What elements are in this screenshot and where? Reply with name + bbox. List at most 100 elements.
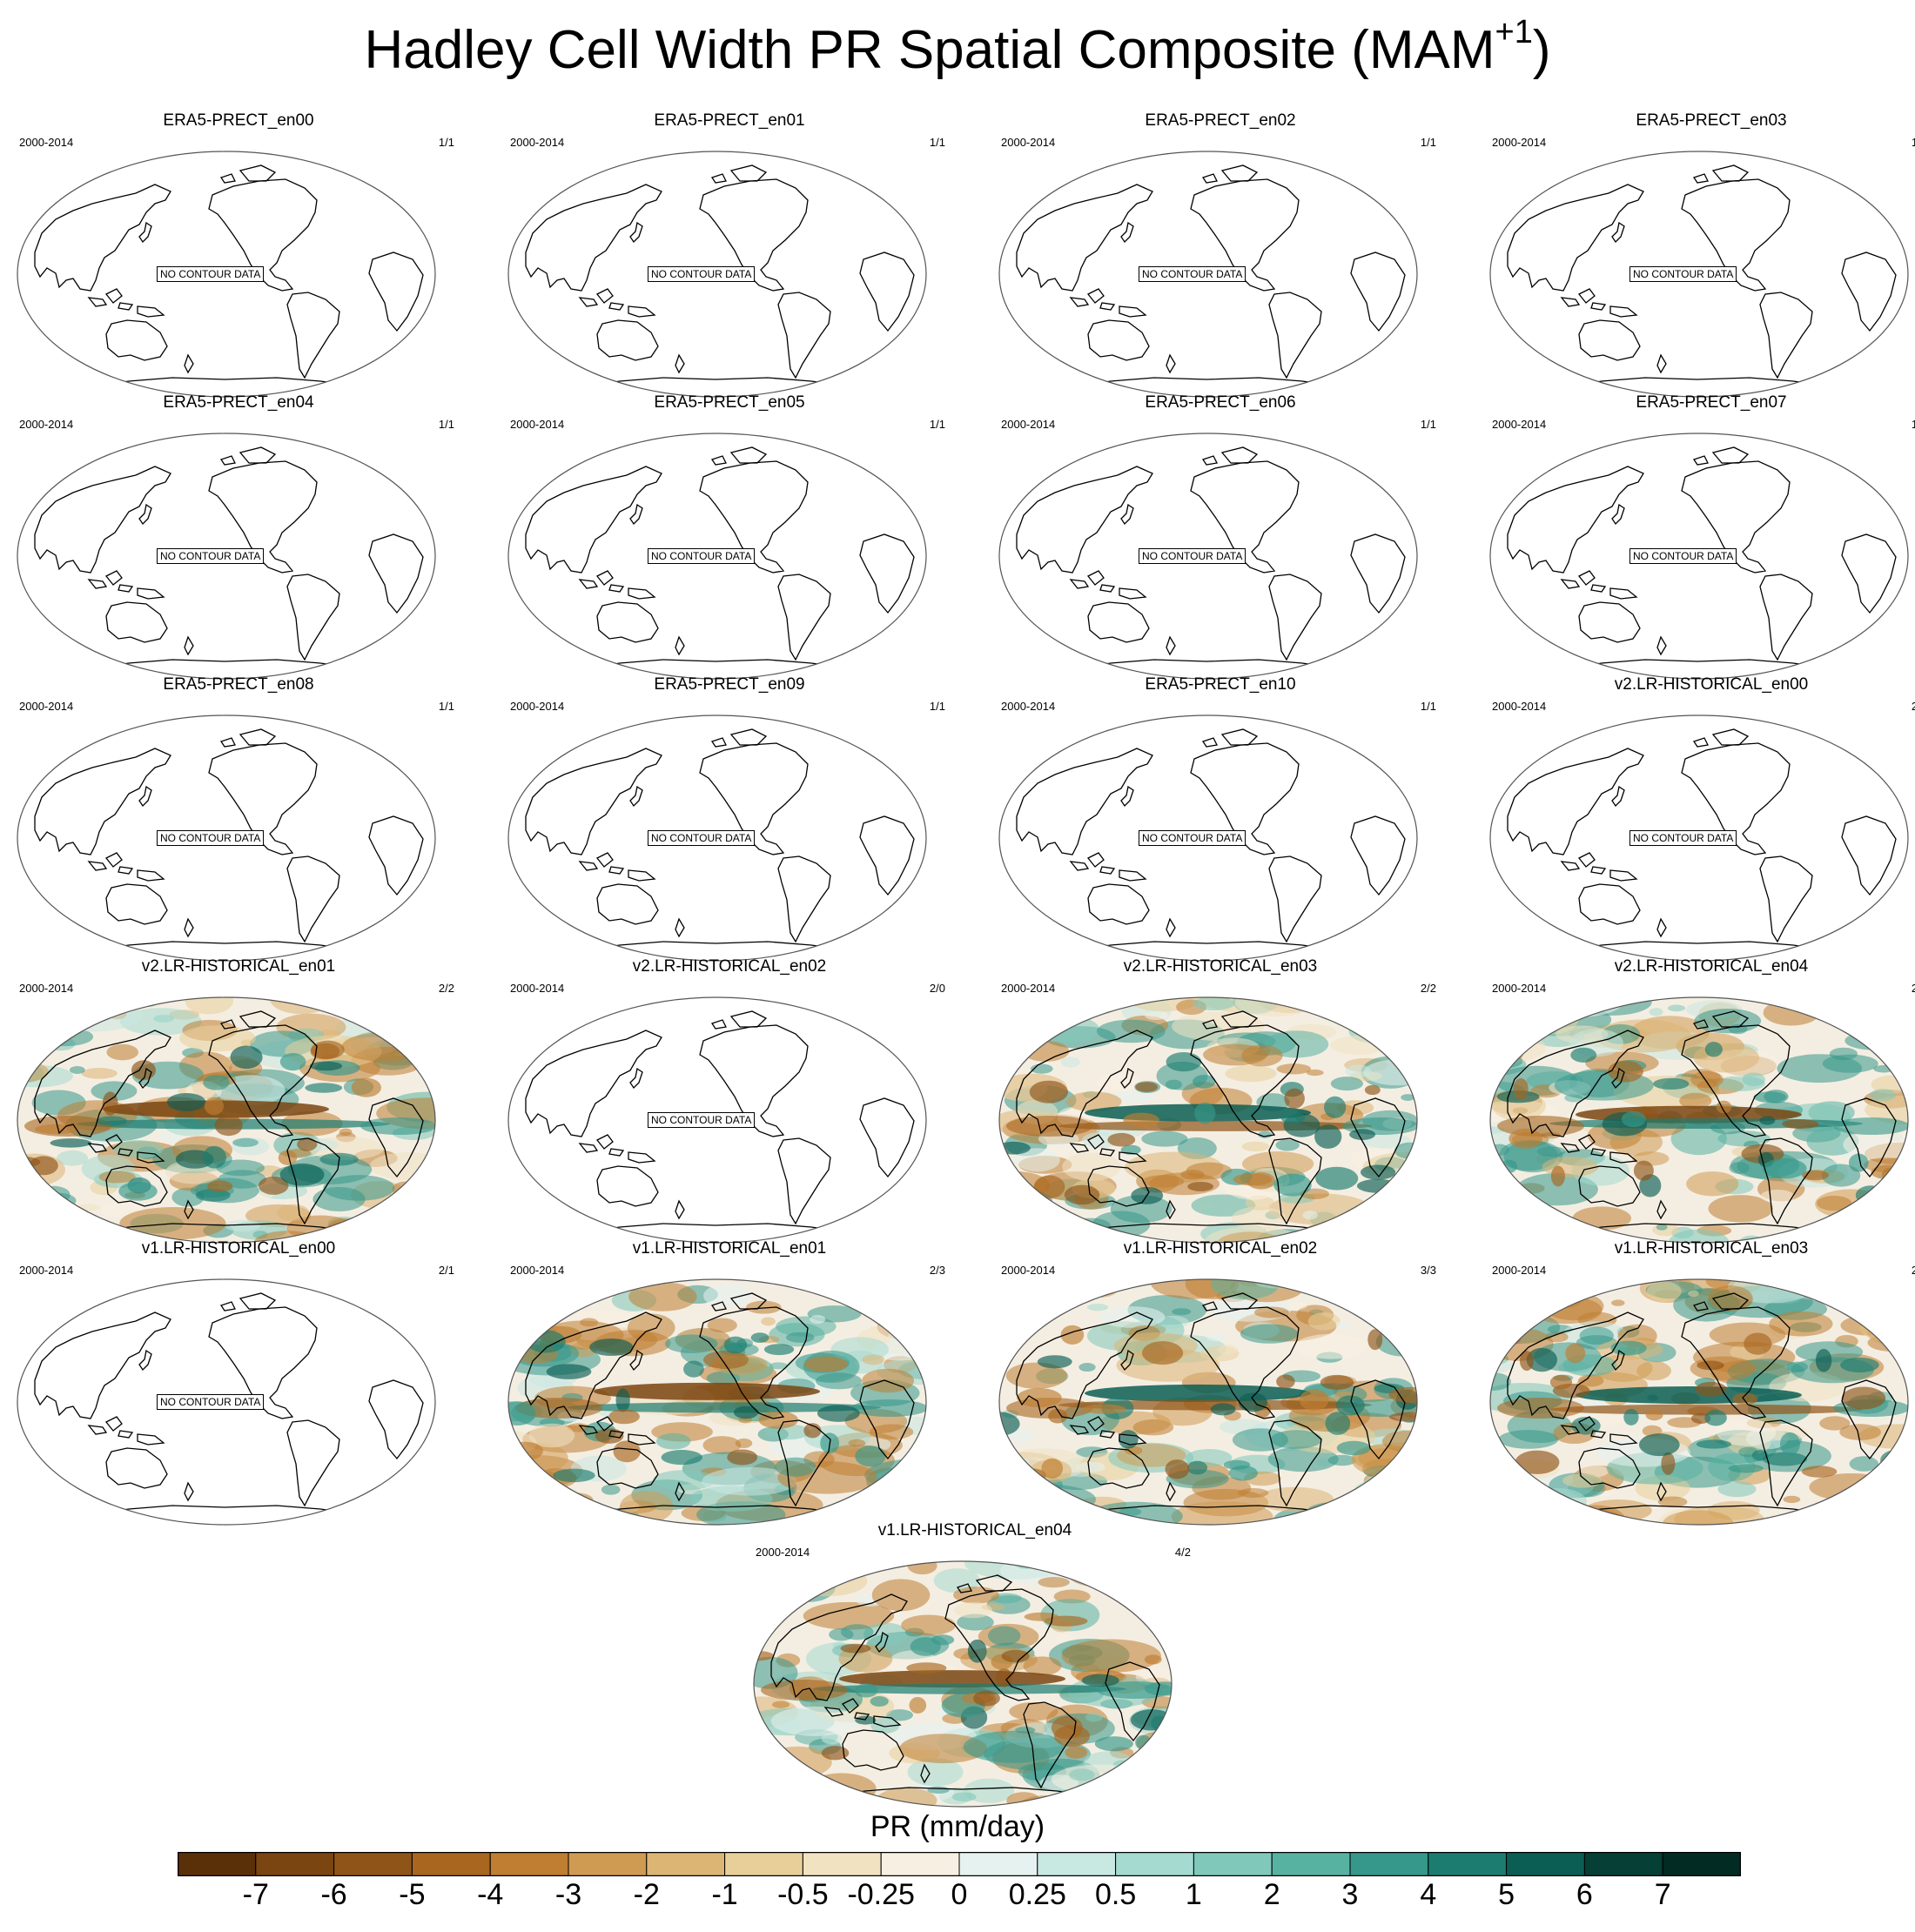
panel-title: ERA5-PRECT_en00 <box>163 111 314 130</box>
panel-years: 2000-2014 <box>1492 1264 1547 1277</box>
colorbar-tick-label: 4 <box>1420 1882 1437 1911</box>
panel-years: 2000-2014 <box>1001 418 1056 431</box>
map-panel: v2.LR-HISTORICAL_en01 2000-2014 2/2 <box>3 957 474 1244</box>
panel-years: 2000-2014 <box>1492 700 1547 713</box>
panel-title: ERA5-PRECT_en06 <box>1145 393 1296 412</box>
map-border <box>17 714 436 962</box>
colorbar-bin <box>1115 1852 1194 1876</box>
world-map <box>507 714 927 962</box>
panel-title: v1.LR-HISTORICAL_en04 <box>877 1521 1072 1540</box>
no-contour-label: NO CONTOUR DATA <box>1139 548 1246 564</box>
panel-count: 2/1 <box>1911 700 1915 713</box>
precip-anomaly-field <box>754 1561 1172 1807</box>
colorbar-bin <box>1428 1852 1508 1876</box>
colorbar-tick-label: 1 <box>1185 1882 1202 1911</box>
panel-title: v1.LR-HISTORICAL_en03 <box>1614 1239 1809 1258</box>
coastlines <box>770 1574 1160 1797</box>
panel-years: 2000-2014 <box>19 700 74 713</box>
map-panel: ERA5-PRECT_en04 2000-2014 1/1 NO CONTOUR DA… <box>3 393 474 680</box>
panel-count: 2/2 <box>1420 982 1436 995</box>
coastlines <box>1016 1010 1406 1233</box>
world-map <box>17 1278 436 1526</box>
panel-count: 2/0 <box>929 982 945 995</box>
colorbar-bin <box>1271 1852 1351 1876</box>
colorbar-tick-label: -1 <box>711 1882 738 1911</box>
no-contour-label: NO CONTOUR DATA <box>648 266 756 282</box>
map-border <box>1489 151 1909 398</box>
coastlines <box>34 1292 424 1515</box>
colorbar-bin <box>255 1852 335 1876</box>
map-border <box>1489 433 1909 680</box>
panel-title: ERA5-PRECT_en07 <box>1636 393 1787 412</box>
panel-years: 2000-2014 <box>1001 700 1056 713</box>
panel-title: v1.LR-HISTORICAL_en02 <box>1123 1239 1318 1258</box>
panel-years: 2000-2014 <box>756 1546 810 1559</box>
panel-title: ERA5-PRECT_en08 <box>163 675 314 694</box>
panel-years: 2000-2014 <box>1001 1264 1056 1277</box>
world-map <box>998 433 1418 680</box>
no-contour-label: NO CONTOUR DATA <box>648 1112 756 1128</box>
colorbar-tick-label: -4 <box>477 1882 504 1911</box>
panel-title: v2.LR-HISTORICAL_en03 <box>1123 957 1318 976</box>
map-border <box>998 714 1418 962</box>
colorbar-tick-label: -3 <box>554 1882 582 1911</box>
map-panel: v1.LR-HISTORICAL_en00 2000-2014 2/1 NO CONT… <box>3 1239 474 1526</box>
panel-years: 2000-2014 <box>510 700 565 713</box>
panel-count: 2/3 <box>1911 982 1915 995</box>
colorbar-tick-label: 6 <box>1576 1882 1593 1911</box>
map-panel: v1.LR-HISTORICAL_en04 2000-2014 4/2 <box>740 1521 1210 1808</box>
panel-years: 2000-2014 <box>19 418 74 431</box>
world-map <box>1489 151 1909 398</box>
panel-title: v2.LR-HISTORICAL_en00 <box>1614 675 1809 694</box>
coastlines <box>525 164 915 387</box>
panel-title: ERA5-PRECT_en02 <box>1145 111 1296 130</box>
colorbar-tick-label: 5 <box>1498 1882 1515 1911</box>
panel-count: 2/3 <box>929 1264 945 1277</box>
colorbar-tick-label: 2 <box>1263 1882 1280 1911</box>
panel-years: 2000-2014 <box>1492 418 1547 431</box>
map-panel: v2.LR-HISTORICAL_en04 2000-2014 2/3 <box>1476 957 1915 1244</box>
world-map <box>17 433 436 680</box>
panel-count: 1/1 <box>929 700 945 713</box>
colorbar-bin <box>958 1852 1038 1876</box>
colorbar-bin <box>568 1852 648 1876</box>
coastlines <box>1507 446 1897 669</box>
map-border <box>17 996 436 1244</box>
map-panel: ERA5-PRECT_en02 2000-2014 1/1 NO CONTOUR DA… <box>985 111 1455 398</box>
coastlines <box>34 728 424 951</box>
map-border <box>507 714 927 962</box>
map-panel: ERA5-PRECT_en07 2000-2014 1/1 NO CONTOUR DA… <box>1476 393 1915 680</box>
colorbar-bin <box>1349 1852 1429 1876</box>
panel-count: 1/1 <box>1420 136 1436 149</box>
panel-years: 2000-2014 <box>510 418 565 431</box>
map-border <box>998 1278 1418 1526</box>
colorbar <box>178 1852 1741 1876</box>
map-panel: v2.LR-HISTORICAL_en03 2000-2014 2/2 <box>985 957 1455 1244</box>
colorbar-bin <box>178 1852 257 1876</box>
panel-count: 3/3 <box>1420 1264 1436 1277</box>
map-border <box>1489 1278 1909 1526</box>
map-border <box>507 151 927 398</box>
colorbar-bin <box>333 1852 413 1876</box>
no-contour-label: NO CONTOUR DATA <box>1629 266 1737 282</box>
colorbar-tick-label: -5 <box>399 1882 426 1911</box>
colorbar-tick-label: -0.25 <box>847 1882 915 1911</box>
world-map <box>753 1560 1173 1808</box>
panel-title: ERA5-PRECT_en09 <box>654 675 805 694</box>
world-map <box>1489 996 1909 1244</box>
panel-title: v2.LR-HISTORICAL_en04 <box>1614 957 1809 976</box>
panel-years: 2000-2014 <box>19 136 74 149</box>
panel-years: 2000-2014 <box>1001 982 1056 995</box>
colorbar-tick-label: -6 <box>320 1882 347 1911</box>
no-contour-label: NO CONTOUR DATA <box>1139 266 1246 282</box>
map-panel: ERA5-PRECT_en09 2000-2014 1/1 NO CONTOUR DA… <box>494 675 964 962</box>
panel-years: 2000-2014 <box>1492 136 1547 149</box>
panel-count: 2/1 <box>438 1264 454 1277</box>
panel-count: 2/2 <box>438 982 454 995</box>
panel-years: 2000-2014 <box>19 1264 74 1277</box>
world-map <box>17 151 436 398</box>
no-contour-label: NO CONTOUR DATA <box>648 548 756 564</box>
panel-title: ERA5-PRECT_en04 <box>163 393 314 412</box>
world-map <box>998 714 1418 962</box>
world-map <box>998 151 1418 398</box>
